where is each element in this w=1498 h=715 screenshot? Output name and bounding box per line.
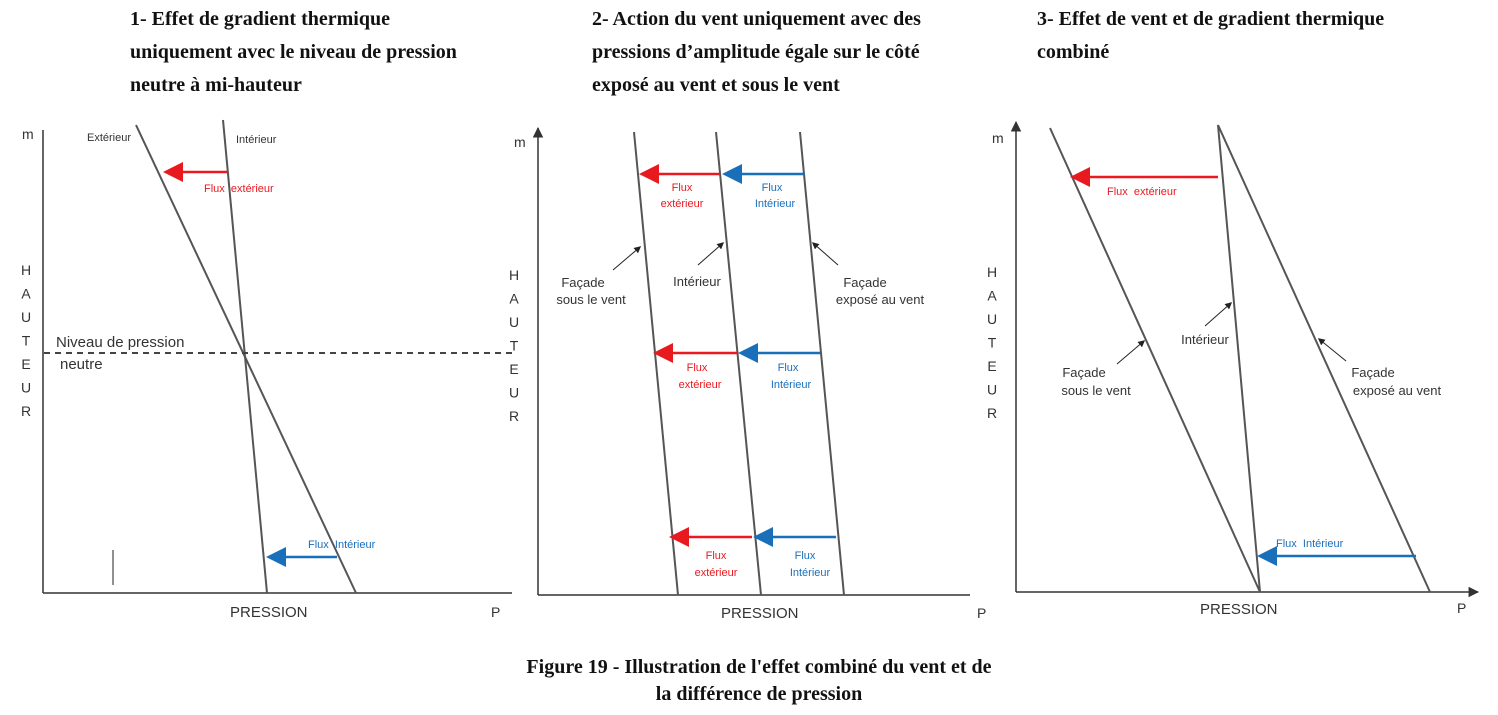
panel-2-inflow-label-middle-1: Flux (778, 362, 799, 374)
panel-3-heading: 3- Effet de vent et de gradient thermiqu… (1037, 3, 1384, 69)
panel-2-heading-line: exposé au vent et sous le vent (592, 74, 840, 96)
panel-2-inflow-label-bottom-2: Intérieur (790, 567, 831, 579)
panel-2-x-unit: P (977, 605, 986, 621)
panel-1-heading: 1- Effet de gradient thermique uniquemen… (130, 3, 457, 102)
figure-caption-line: la différence de pression (655, 683, 863, 705)
panel-1-inflow-label: Flux Intérieur (308, 539, 376, 551)
panel-2-heading-line: pressions d’amplitude égale sur le côté (592, 41, 920, 63)
panel-2-interieur-label: Intérieur (673, 274, 721, 289)
panel-3-x-unit: P (1457, 600, 1466, 616)
panel-1-exterieur-label: Extérieur (87, 132, 131, 144)
panel-3-facade-sous-label-1: Façade (1062, 365, 1105, 380)
panel-3-heading-line: combiné (1037, 41, 1110, 63)
panel-1-interieur-line (222, 119, 268, 594)
panel-2-facade-sous-label-1: Façade (561, 275, 604, 290)
panel-2-outflow-label-bottom-1: Flux (706, 550, 727, 562)
panel-1-neutral-label-line2: neutre (60, 356, 103, 373)
panel-2-outflow-label-middle-2: extérieur (679, 379, 722, 391)
panel-2-outflow-label-bottom-2: extérieur (695, 567, 738, 579)
panel-2-facade-expose-label-2: exposé au vent (836, 292, 925, 307)
panel-2-pointer-facade-sous (612, 246, 642, 271)
panel-1-interieur-label: Intérieur (236, 134, 277, 146)
panel-1-outflow-label: Flux extérieur (204, 183, 274, 195)
panel-2-facade-sous-le-vent-line (633, 131, 679, 596)
panel-3-facade-expose-line (1217, 124, 1431, 593)
panel-3-facade-sous-label-2: sous le vent (1061, 383, 1131, 398)
panel-2-x-label: PRESSION (721, 605, 799, 622)
panel-2-facade-expose-line (799, 131, 845, 596)
panel-3-facade-sous-le-vent-line (1049, 127, 1261, 593)
panel-2-heading: 2- Action du vent uniquement avec des pr… (592, 3, 921, 102)
panel-1-heading-line: uniquement avec le niveau de pression (130, 41, 457, 63)
figure-caption: Figure 19 - Illustration de l'effet comb… (0, 654, 1498, 708)
panel-3-inflow-label: Flux Intérieur (1276, 538, 1344, 550)
panel-3-pointer-interieur (1204, 302, 1233, 327)
panel-1-x-label: PRESSION (230, 604, 308, 621)
panel-3-outflow-label: Flux extérieur (1107, 186, 1177, 198)
panel-1-heading-line: neutre à mi-hauteur (130, 74, 302, 96)
panel-2-outflow-label-top-2: extérieur (661, 198, 704, 210)
panel-2-pointer-interieur (697, 242, 725, 266)
panel-3-interieur-label: Intérieur (1181, 332, 1229, 347)
panel-2-facade-expose-label-1: Façade (843, 275, 886, 290)
panel-3-pointer-facade-sous (1116, 340, 1146, 365)
figure-caption-line: Figure 19 - Illustration de l'effet comb… (526, 656, 992, 678)
panel-3-x-label: PRESSION (1200, 601, 1278, 618)
panel-2-heading-line: 2- Action du vent uniquement avec des (592, 8, 921, 30)
panel-2-inflow-label-top-2: Intérieur (755, 198, 796, 210)
panel-2-interieur-line (715, 131, 762, 596)
panel-2-inflow-label-middle-2: Intérieur (771, 379, 812, 391)
panel-1-x-unit: P (491, 604, 500, 620)
panel-2-pointer-facade-expose (811, 242, 839, 266)
panel-2-outflow-label-middle-1: Flux (687, 362, 708, 374)
panel-3-pointer-facade-expose (1317, 338, 1347, 362)
panel-2-inflow-label-top-1: Flux (762, 182, 783, 194)
panel-3-y-unit: m (992, 130, 1004, 146)
panel-2-inflow-label-bottom-1: Flux (795, 550, 816, 562)
panel-2-y-unit: m (514, 134, 526, 150)
panel-2-outflow-label-top-1: Flux (672, 182, 693, 194)
panel-3-facade-expose-label-1: Façade (1351, 365, 1394, 380)
panel-1-y-unit: m (22, 126, 34, 142)
panel-3-interieur-line (1217, 124, 1261, 593)
panel-3-heading-line: 3- Effet de vent et de gradient thermiqu… (1037, 8, 1385, 30)
panel-1-heading-line: 1- Effet de gradient thermique (130, 8, 390, 30)
panel-3-facade-expose-label-2: exposé au vent (1353, 383, 1442, 398)
panel-1-neutral-label-line1: Niveau de pression (56, 334, 184, 351)
panel-2-facade-sous-label-2: sous le vent (556, 292, 626, 307)
